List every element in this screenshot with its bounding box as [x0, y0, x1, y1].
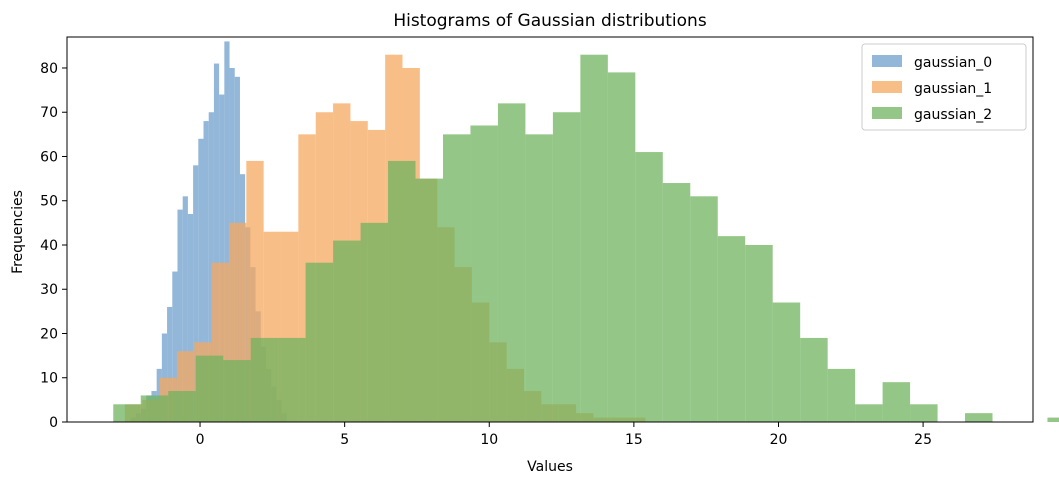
- histogram-bar: [415, 178, 443, 422]
- legend-swatch: [872, 55, 902, 67]
- histogram-bar: [208, 112, 214, 422]
- histogram-bar: [855, 404, 883, 422]
- histogram-bar: [203, 121, 209, 423]
- histogram-bar: [965, 413, 993, 422]
- x-tick-label: 0: [196, 432, 205, 448]
- legend-swatch: [872, 81, 902, 93]
- x-tick-label: 10: [480, 432, 498, 448]
- histogram-bar: [333, 240, 361, 422]
- histogram-bar: [167, 306, 173, 422]
- histogram-bar: [360, 222, 389, 422]
- histogram-bar: [525, 134, 553, 422]
- histogram-bar: [882, 382, 911, 422]
- legend-label: gaussian_2: [914, 107, 992, 123]
- histogram-bar: [580, 54, 608, 423]
- bars-layer: [113, 41, 1059, 423]
- histogram-bar: [250, 337, 279, 422]
- series-gaussian_2: [113, 54, 1059, 423]
- y-tick-label: 40: [40, 238, 58, 254]
- legend-box: [861, 43, 1027, 131]
- histogram-bar: [278, 337, 306, 422]
- legend: gaussian_0 gaussian_1 gaussian_2: [861, 43, 1027, 131]
- axes-layer: 0 5 10 15 20 25 0 10 20 30 40 50 60 70 80: [40, 36, 1034, 448]
- x-tick-label: 20: [770, 432, 788, 448]
- legend-label: gaussian_1: [914, 81, 992, 97]
- legend-swatch: [872, 107, 902, 119]
- histogram-bar: [223, 360, 251, 422]
- histogram-bar: [910, 404, 938, 422]
- histogram-bar: [470, 125, 498, 423]
- histogram-bar: [305, 262, 334, 422]
- y-tick-label: 30: [40, 282, 58, 298]
- x-axis-label: Values: [527, 459, 573, 475]
- histogram-bar: [662, 183, 691, 422]
- histogram-bar: [497, 103, 526, 423]
- histogram-bar: [827, 368, 856, 422]
- histogram-bar: [182, 196, 188, 422]
- histogram-bar: [745, 244, 773, 422]
- y-axis-label: Frequencies: [10, 190, 26, 274]
- histogram-bar: [195, 355, 224, 422]
- histogram-bar: [800, 337, 828, 422]
- y-tick-label: 20: [40, 326, 58, 342]
- histogram-bar: [772, 302, 801, 422]
- y-tick-label: 50: [40, 194, 58, 210]
- y-tick-label: 60: [40, 149, 58, 165]
- histogram-bar: [168, 391, 196, 422]
- histogram-bar: [224, 41, 230, 422]
- histogram-bar: [442, 134, 471, 422]
- histogram-bar: [193, 165, 199, 423]
- histogram-bar: [219, 94, 225, 422]
- plot-frame: [66, 36, 1034, 423]
- histogram-bar: [635, 152, 663, 422]
- histogram-bar: [198, 138, 204, 422]
- histogram-bar: [213, 63, 220, 422]
- y-tick-label: 80: [40, 61, 58, 77]
- x-tick-label: 5: [340, 432, 349, 448]
- y-tick-label: 10: [40, 371, 58, 387]
- histogram-bar: [388, 160, 416, 422]
- histogram-bar: [717, 236, 746, 422]
- x-tick-label: 15: [625, 432, 643, 448]
- histogram-bar: [172, 271, 178, 422]
- histogram-bar: [187, 214, 194, 422]
- x-tick-label: 25: [914, 432, 932, 448]
- histogram-bar: [177, 209, 183, 422]
- chart-title: Histograms of Gaussian distributions: [393, 11, 707, 31]
- histogram-bar: [552, 112, 581, 422]
- y-tick-label: 0: [49, 415, 58, 431]
- histogram-bar: [113, 404, 141, 422]
- histogram-bar: [140, 395, 169, 422]
- legend-label: gaussian_0: [914, 55, 992, 71]
- histogram-bar: [607, 72, 636, 423]
- histogram-bar: [690, 196, 718, 422]
- histogram-bar: [1047, 417, 1059, 422]
- y-tick-label: 70: [40, 105, 58, 121]
